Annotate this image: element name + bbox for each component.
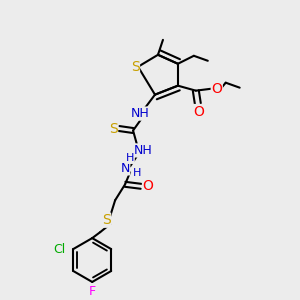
Text: S: S (131, 60, 140, 74)
Text: O: O (211, 82, 222, 96)
Text: NH: NH (131, 107, 149, 120)
Text: NH: NH (134, 144, 152, 157)
Text: F: F (89, 285, 96, 298)
Text: S: S (109, 122, 118, 136)
Text: S: S (102, 213, 110, 227)
Text: N: N (120, 162, 130, 175)
Text: O: O (142, 179, 153, 193)
Text: H: H (133, 168, 141, 178)
Text: O: O (194, 105, 204, 118)
Text: Cl: Cl (53, 243, 65, 256)
Text: H: H (126, 153, 134, 164)
